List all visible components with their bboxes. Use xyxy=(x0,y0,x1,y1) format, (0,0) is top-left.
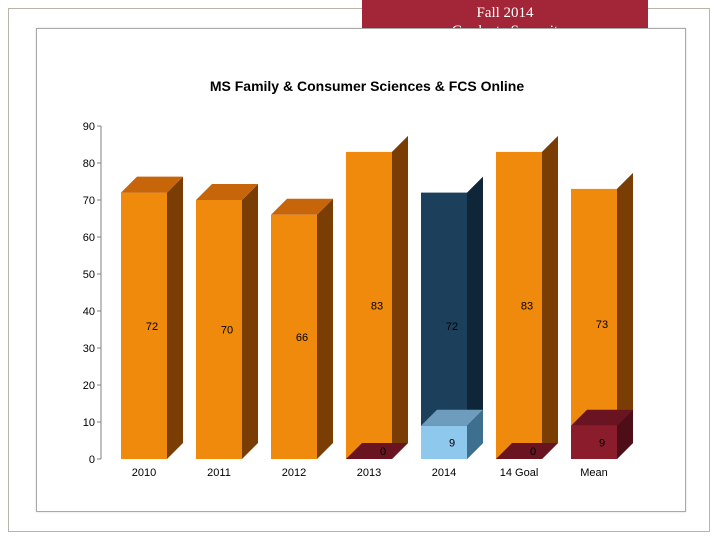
bar-top xyxy=(271,198,333,215)
bar-top xyxy=(496,443,558,459)
bar-front xyxy=(421,425,467,459)
bar-segment xyxy=(346,135,408,459)
data-labels: 72 70 66 83 0 72 9 83 0 73 9 xyxy=(146,300,608,458)
data-label: 9 xyxy=(449,437,455,449)
y-tick-label: 30 xyxy=(83,343,95,355)
data-label: 0 xyxy=(380,446,386,458)
x-tick-label: Mean xyxy=(580,467,608,479)
bar-side xyxy=(467,176,483,459)
y-tick-label: 20 xyxy=(83,380,95,392)
bar-front xyxy=(496,151,542,459)
data-label: 72 xyxy=(446,321,458,333)
bar-top xyxy=(121,176,183,193)
data-label: 0 xyxy=(530,446,536,458)
bar-segment xyxy=(196,184,258,459)
data-label: 72 xyxy=(146,321,158,333)
bar-front xyxy=(271,214,317,459)
bar-segment xyxy=(496,443,558,459)
data-label: 9 xyxy=(599,437,605,449)
y-tick-label: 10 xyxy=(83,417,95,429)
data-label: 70 xyxy=(221,325,233,337)
y-axis: 0 10 20 30 40 50 60 70 80 90 xyxy=(83,121,102,466)
bar-top xyxy=(421,409,483,426)
chart-panel: MS Family & Consumer Sciences & FCS Onli… xyxy=(36,28,686,512)
y-tick-label: 90 xyxy=(83,121,95,133)
x-tick-label: 2011 xyxy=(207,467,231,479)
y-tick-label: 50 xyxy=(83,269,95,281)
y-tick-label: 40 xyxy=(83,306,95,318)
bar-front xyxy=(571,425,617,459)
y-tick-label: 80 xyxy=(83,158,95,170)
chart-title: MS Family & Consumer Sciences & FCS Onli… xyxy=(210,78,525,94)
bar-segment xyxy=(496,135,558,459)
bar-chart: MS Family & Consumer Sciences & FCS Onli… xyxy=(83,78,633,479)
bar-side xyxy=(317,198,333,460)
bar-side xyxy=(617,409,633,459)
bar-front xyxy=(196,200,242,459)
bars xyxy=(121,135,633,460)
x-tick-label: 2014 xyxy=(432,467,456,479)
x-axis: 2010 2011 2012 2013 2014 14 Goal Mean xyxy=(132,467,608,479)
banner-line-1: Fall 2014 xyxy=(476,5,534,21)
bar-segment xyxy=(421,409,483,459)
bar-front xyxy=(346,151,392,459)
bar-top xyxy=(571,409,633,426)
bar-side xyxy=(167,176,183,459)
x-tick-label: 2012 xyxy=(282,467,306,479)
bar-side xyxy=(467,409,483,459)
y-tick-label: 60 xyxy=(83,232,95,244)
bar-side xyxy=(242,184,258,459)
x-tick-label: 2010 xyxy=(132,467,156,479)
y-tick-label: 70 xyxy=(83,195,95,207)
bar-segment xyxy=(571,409,633,459)
data-label: 66 xyxy=(296,332,308,344)
bar-side xyxy=(542,135,558,459)
bar-top xyxy=(346,443,408,459)
x-tick-label: 14 Goal xyxy=(500,467,539,479)
bar-side xyxy=(392,135,408,459)
data-label: 83 xyxy=(371,300,383,312)
bar-segment xyxy=(346,443,408,459)
x-tick-label: 2013 xyxy=(357,467,381,479)
data-label: 73 xyxy=(596,319,608,331)
y-tick-label: 0 xyxy=(89,454,95,466)
bar-side xyxy=(617,172,633,459)
data-label: 83 xyxy=(521,300,533,312)
bar-segment xyxy=(271,198,333,460)
bar-top xyxy=(196,184,258,200)
slide-frame xyxy=(8,8,710,532)
bar-front xyxy=(121,192,167,459)
bar-segment xyxy=(121,176,183,459)
